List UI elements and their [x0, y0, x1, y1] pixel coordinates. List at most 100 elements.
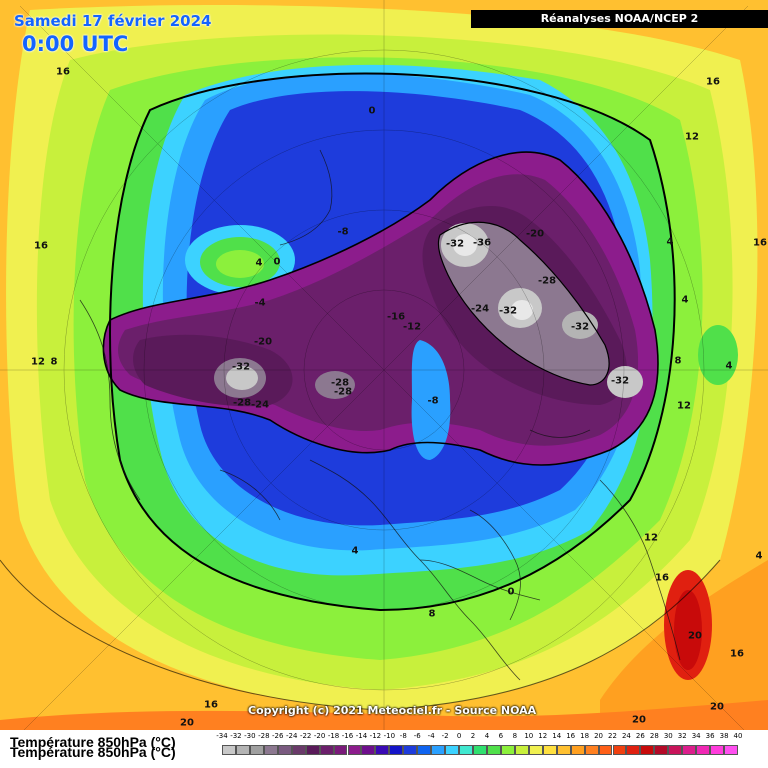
- source-banner: Réanalyses NOAA/NCEP 2: [471, 10, 768, 28]
- legend-tick-label: -32: [230, 732, 242, 740]
- temperature-map: 16 16 0 16 12 -8 4 0 -4 -32 -36 -20 4 16…: [0, 0, 768, 730]
- legend-tick-label: -8: [399, 732, 407, 740]
- warm-pocket-east: [698, 325, 738, 385]
- contour-label: 0: [368, 105, 376, 117]
- legend-swatch: [724, 745, 739, 755]
- contour-label: 4: [681, 294, 689, 306]
- legend-swatch: [249, 745, 264, 755]
- legend-swatch: [528, 745, 543, 755]
- copyright-notice: Copyright (c) 2021 Meteociel.fr - Source…: [248, 704, 537, 717]
- legend-tick-label: 28: [649, 732, 659, 740]
- legend-swatch: [570, 745, 585, 755]
- contour-label: 8: [428, 608, 436, 620]
- contour-label: 16: [204, 699, 218, 711]
- contour-label: 16: [753, 237, 767, 249]
- legend-tick-label: 38: [719, 732, 729, 740]
- contour-label: 20: [632, 714, 646, 726]
- legend-swatch: [417, 745, 432, 755]
- contour-label: -8: [427, 395, 439, 407]
- contour-label: -28: [330, 377, 350, 389]
- contour-label: -28: [333, 386, 353, 398]
- map-time: 0:00 UTC: [22, 32, 129, 56]
- contour-label: -20: [525, 228, 545, 240]
- contour-label: 0: [507, 586, 515, 598]
- legend-tick-label: -34: [216, 732, 228, 740]
- contour-label: -4: [254, 297, 266, 309]
- legend-tick-label: -28: [258, 732, 270, 740]
- contour-16: [0, 559, 721, 711]
- legend-tick-label: -6: [413, 732, 421, 740]
- color-scale: -34 -32 -30 -28 -26 -24 -22 -20 -18 -16 -14 -12 -10-…: [215, 732, 745, 764]
- legend-swatch: [612, 745, 627, 755]
- legend-swatch: [514, 745, 529, 755]
- contour-label: -12: [402, 321, 422, 333]
- legend-tick-label: 22: [608, 732, 617, 740]
- contour-label: -32: [231, 361, 251, 373]
- legend-swatch: [277, 745, 292, 755]
- legend-swatch: [389, 745, 404, 755]
- contour-label: 16: [655, 572, 669, 584]
- coastlines: [79, 149, 681, 681]
- contour-label: 8: [674, 355, 682, 367]
- legend-swatch: [291, 745, 306, 755]
- legend-tick-label: 16: [566, 732, 576, 740]
- legend-tick-label: 10: [524, 732, 534, 740]
- legend-swatch: [445, 745, 460, 755]
- graticule: [0, 0, 768, 730]
- legend-tick-label: -12: [369, 732, 382, 740]
- contour-label: -28: [537, 275, 557, 287]
- legend-tick-label: 12: [538, 732, 548, 740]
- legend-title-duplicate: Température 850hPa (°C): [10, 744, 176, 760]
- contour-m16: [102, 151, 659, 466]
- contour-label: -32: [445, 238, 465, 250]
- legend-tick-label: -24: [285, 732, 298, 740]
- contour-label: 16: [56, 66, 70, 78]
- legend-swatch: [403, 745, 418, 755]
- contour-label: 4: [666, 236, 674, 248]
- contour-label: 4: [351, 545, 359, 557]
- legend-tick-label: 8: [512, 732, 518, 740]
- legend-swatch: [654, 745, 669, 755]
- contour-label: 4: [725, 360, 733, 372]
- legend-swatch: [375, 745, 390, 755]
- legend-tick-label: 40: [733, 732, 743, 740]
- legend-swatch: [626, 745, 641, 755]
- contour-m28: [437, 221, 610, 386]
- contour-label: -20: [253, 336, 273, 348]
- legend-swatch: [333, 745, 348, 755]
- legend-swatch: [473, 745, 487, 755]
- legend-swatch: [431, 745, 446, 755]
- contour-label: 20: [180, 717, 194, 729]
- legend-tick-label: 2: [470, 732, 476, 740]
- legend-swatch: [584, 745, 599, 755]
- legend-tick-label: 6: [498, 732, 504, 740]
- contour-label: -28: [232, 397, 252, 409]
- legend-swatch: [347, 745, 362, 755]
- legend-tick-label: 0: [456, 732, 462, 740]
- contour-label: -32: [610, 375, 630, 387]
- contour-label: 0: [273, 256, 281, 268]
- contour-label: 16: [730, 648, 744, 660]
- legend-tick-label: -30: [244, 732, 256, 740]
- temperature-field: [0, 0, 768, 730]
- legend-swatch: [459, 745, 474, 755]
- legend-tick-label: -10: [383, 732, 396, 740]
- cold-tongue-scandinavia: [411, 340, 451, 460]
- legend-swatch: [696, 745, 711, 755]
- contour-label: -16: [386, 311, 406, 323]
- contour-label: -24: [470, 303, 490, 315]
- legend-swatch: [682, 745, 697, 755]
- legend-tick-label: 4: [484, 732, 490, 740]
- cold-core-siberia-4: [607, 366, 643, 398]
- legend-swatch: [542, 745, 557, 755]
- contour-label: 16: [34, 240, 48, 252]
- legend-tick-label: -2: [441, 732, 449, 740]
- legend-tick-label: -16: [341, 732, 354, 740]
- legend-tick-label: 32: [677, 732, 687, 740]
- legend-tick-label: -20: [313, 732, 326, 740]
- legend-tick-label: -18: [327, 732, 340, 740]
- legend-swatch: [668, 745, 683, 755]
- legend-swatch: [319, 745, 334, 755]
- legend-tick-label: 34: [691, 732, 701, 740]
- band-20-south: [0, 700, 768, 730]
